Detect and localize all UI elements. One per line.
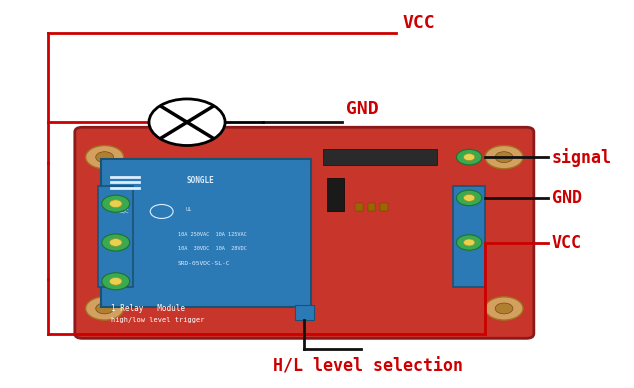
Bar <box>453 186 485 287</box>
Bar <box>323 149 437 165</box>
Circle shape <box>463 154 475 161</box>
Circle shape <box>101 273 129 290</box>
Text: 1 Relay   Module: 1 Relay Module <box>111 304 185 313</box>
Circle shape <box>463 194 475 201</box>
Circle shape <box>101 195 129 212</box>
Circle shape <box>101 234 129 251</box>
FancyBboxPatch shape <box>75 127 534 338</box>
Bar <box>98 186 133 287</box>
Circle shape <box>456 235 482 250</box>
Text: 10A 250VAC  10A 125VAC: 10A 250VAC 10A 125VAC <box>178 232 246 237</box>
Text: 10A  30VDC  10A  28VDC: 10A 30VDC 10A 28VDC <box>178 246 246 251</box>
Circle shape <box>463 239 475 246</box>
Circle shape <box>109 277 122 285</box>
Circle shape <box>456 149 482 165</box>
Text: VCC: VCC <box>552 234 581 251</box>
Circle shape <box>495 152 513 163</box>
Circle shape <box>96 152 113 163</box>
Bar <box>380 203 388 211</box>
Bar <box>355 203 363 211</box>
Text: UL: UL <box>186 207 192 212</box>
Circle shape <box>86 146 124 169</box>
Text: SONGLE: SONGLE <box>187 176 215 185</box>
Bar <box>327 178 344 211</box>
Circle shape <box>149 99 225 146</box>
Circle shape <box>495 303 513 314</box>
Text: VCC: VCC <box>403 14 435 32</box>
Text: CQC: CQC <box>119 209 130 214</box>
Circle shape <box>96 303 113 314</box>
Circle shape <box>86 297 124 320</box>
Text: high/low level trigger: high/low level trigger <box>111 317 204 323</box>
Circle shape <box>109 239 122 246</box>
Text: SRD-05VDC-SL-C: SRD-05VDC-SL-C <box>178 262 230 266</box>
Text: signal: signal <box>552 148 612 166</box>
Text: GND: GND <box>552 189 581 207</box>
Circle shape <box>485 297 523 320</box>
Bar <box>101 159 311 307</box>
Bar <box>368 203 375 211</box>
Bar <box>295 305 314 320</box>
Text: GND: GND <box>346 100 378 118</box>
Circle shape <box>456 190 482 206</box>
Text: H/L level selection: H/L level selection <box>273 358 463 376</box>
Circle shape <box>109 200 122 208</box>
Circle shape <box>485 146 523 169</box>
